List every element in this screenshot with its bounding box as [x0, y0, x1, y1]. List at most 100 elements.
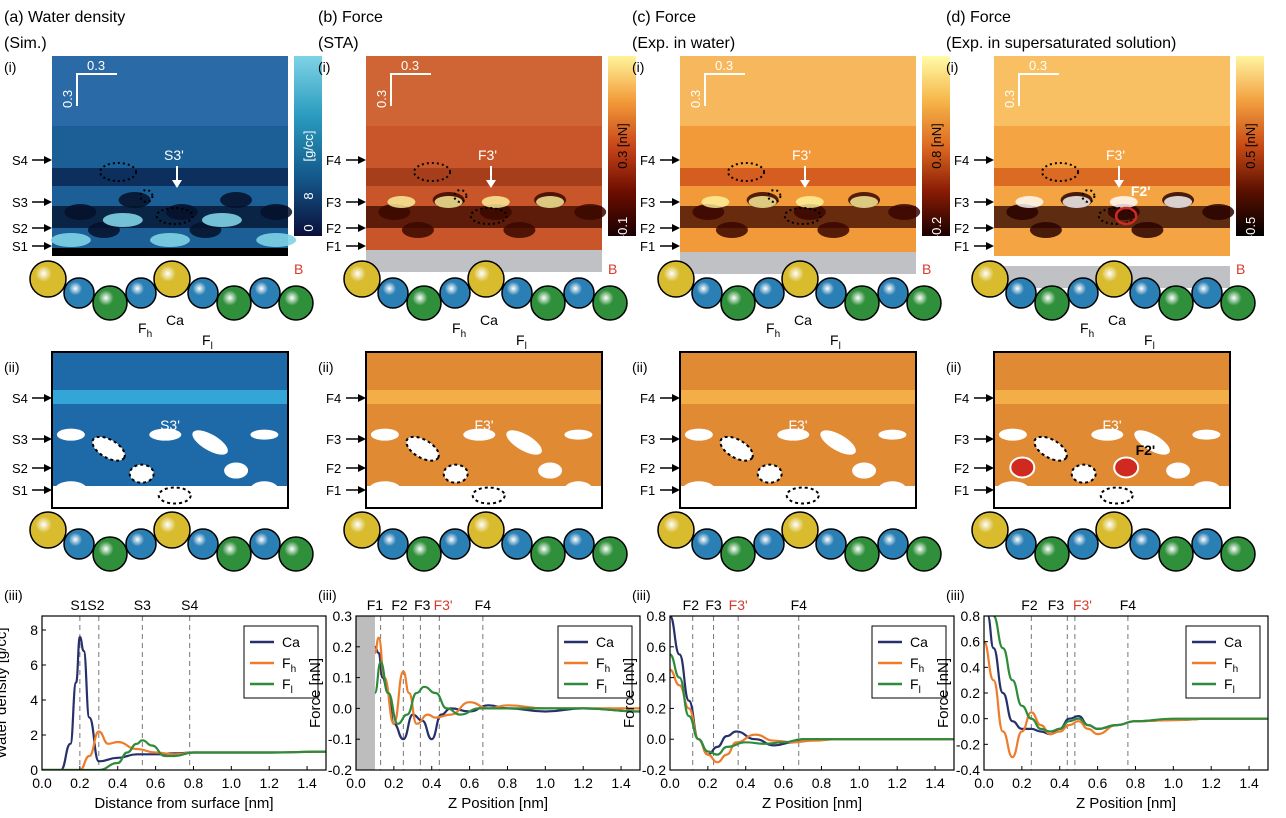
legend-entry: Fh — [282, 655, 296, 675]
schematic-white-blob — [564, 429, 593, 440]
level-arrow-head — [358, 435, 366, 443]
atom-yellow — [657, 260, 695, 298]
map-label: F3' — [1106, 147, 1125, 163]
y-tick-label: -0.1 — [328, 731, 352, 747]
scale-x-label: 0.3 — [87, 58, 105, 73]
y-tick-label: 0.4 — [647, 670, 667, 686]
schematic-level-label: S1 — [12, 483, 28, 498]
level-arrow-head — [358, 394, 366, 402]
dotted-ellipse — [139, 189, 154, 203]
peak-label: F3' — [1073, 597, 1092, 613]
level-label: F3 — [640, 195, 655, 210]
x-axis-label: Z Position [nm] — [762, 795, 862, 812]
schematic-label: S3' — [160, 417, 180, 433]
colorbar — [608, 56, 636, 236]
legend-entry: Fh — [910, 655, 924, 675]
atom-blue-ca — [753, 528, 785, 560]
y-tick-label: 0.4 — [961, 659, 981, 675]
arrow-head — [486, 180, 496, 188]
peak-label: F2 — [683, 597, 700, 613]
peak-label: F3' — [729, 597, 748, 613]
atom-blue-ca — [1129, 277, 1161, 309]
atom-green — [1034, 285, 1070, 321]
level-arrow-head — [986, 435, 994, 443]
schematic-level-label: S4 — [12, 391, 28, 406]
level-label: F4 — [640, 153, 655, 168]
heatmap-band — [994, 168, 1230, 186]
legend-entry: Fl — [596, 676, 607, 696]
atom-green — [278, 285, 314, 321]
atom-green — [92, 285, 128, 321]
ion-label-fl: Fl — [202, 332, 213, 352]
level-arrow-head — [986, 198, 994, 206]
atom-blue-ca — [691, 528, 723, 560]
map-label: F3' — [478, 147, 497, 163]
heatmap-blob — [479, 204, 512, 220]
x-tick-label: 1.0 — [850, 775, 870, 791]
x-tick-label: 0.0 — [974, 775, 994, 791]
peak-label: F3 — [705, 597, 722, 613]
legend-entry: Fh — [596, 655, 610, 675]
x-tick-label: 0.6 — [774, 775, 794, 791]
colorbar — [922, 56, 950, 236]
y-tick-label: 0.8 — [961, 608, 981, 624]
line-plot: F2 F3 F3' F4-0.20.00.20.40.60.80.0 0.2 0.4 0.6… — [621, 597, 955, 812]
panel-subtitle: (Exp. in supersaturated solution) — [946, 35, 1176, 52]
atom-green — [1220, 536, 1256, 572]
colorbar-label: 0.5 [nN] — [1243, 123, 1258, 169]
level-arrow-head — [986, 224, 994, 232]
arrow-head — [800, 180, 810, 188]
colorbar-label: 0.8 [nN] — [929, 123, 944, 169]
heatmap: 0.3 0.3 F2' F3' — [994, 56, 1235, 288]
schematic-level-label: F4 — [326, 391, 341, 406]
schematic: F3' — [365, 351, 603, 509]
dotted-ellipse — [767, 189, 782, 203]
x-tick-label: 0.6 — [146, 775, 166, 791]
ion-label-fh: Fh — [766, 320, 780, 340]
heatmap-bright-spot — [256, 233, 297, 247]
schematic-label: F3' — [1102, 417, 1121, 433]
level-arrow-head — [986, 156, 994, 164]
schematic-white-blob — [368, 481, 401, 498]
atom-blue-ca — [1005, 277, 1037, 309]
schematic-white-blob — [370, 428, 399, 441]
atom-yellow — [971, 260, 1009, 298]
level-arrow-head — [358, 242, 366, 250]
colorbar-label: [g/cc] — [301, 130, 316, 161]
scale-y-label: 0.3 — [1002, 90, 1017, 108]
x-tick-label: 1.2 — [259, 775, 279, 791]
heatmap-blob — [118, 192, 151, 208]
colorbar-label: 0.3 [nN] — [615, 123, 630, 169]
heatmap-bright-spot — [150, 233, 190, 247]
level-arrow-head — [358, 198, 366, 206]
y-tick-label: 4 — [30, 692, 38, 708]
roman-label: (i) — [946, 59, 958, 75]
atom-blue-ca — [877, 277, 909, 309]
scale-x-label: 0.3 — [715, 58, 733, 73]
schematic-level-label: F2 — [954, 461, 969, 476]
schematic-level-label: F4 — [954, 391, 969, 406]
x-tick-label: 0.4 — [736, 775, 756, 791]
atom-blue-ca — [377, 277, 409, 309]
line-plot: F2 F3 F3' F4 -0.4 -0.2 0.0 0.2 0.4 0.6 0.8 0.0 0.2 0.… — [935, 597, 1269, 812]
heatmap: 0.3 0.3 F3' — [366, 56, 607, 272]
atom-green — [844, 536, 880, 572]
x-tick-label: 0.8 — [812, 775, 832, 791]
schematic-white-blob — [149, 428, 182, 441]
dotted-ellipse — [1081, 189, 1096, 203]
heatmap-band — [680, 168, 916, 186]
y-tick-label: -0.4 — [956, 762, 980, 778]
legend-entry: Fl — [282, 676, 293, 696]
roman-label: (ii) — [632, 359, 648, 375]
peak-label: S1S2 — [70, 597, 104, 613]
dotted-ellipse — [413, 162, 452, 182]
atom-yellow — [781, 511, 819, 549]
level-arrow-head — [672, 464, 680, 472]
roman-label: (i) — [4, 59, 16, 75]
schematic-level-label: F2 — [640, 461, 655, 476]
level-label: F3 — [326, 195, 341, 210]
scale-x-label: 0.3 — [1029, 58, 1047, 73]
schematic-band — [53, 390, 287, 404]
